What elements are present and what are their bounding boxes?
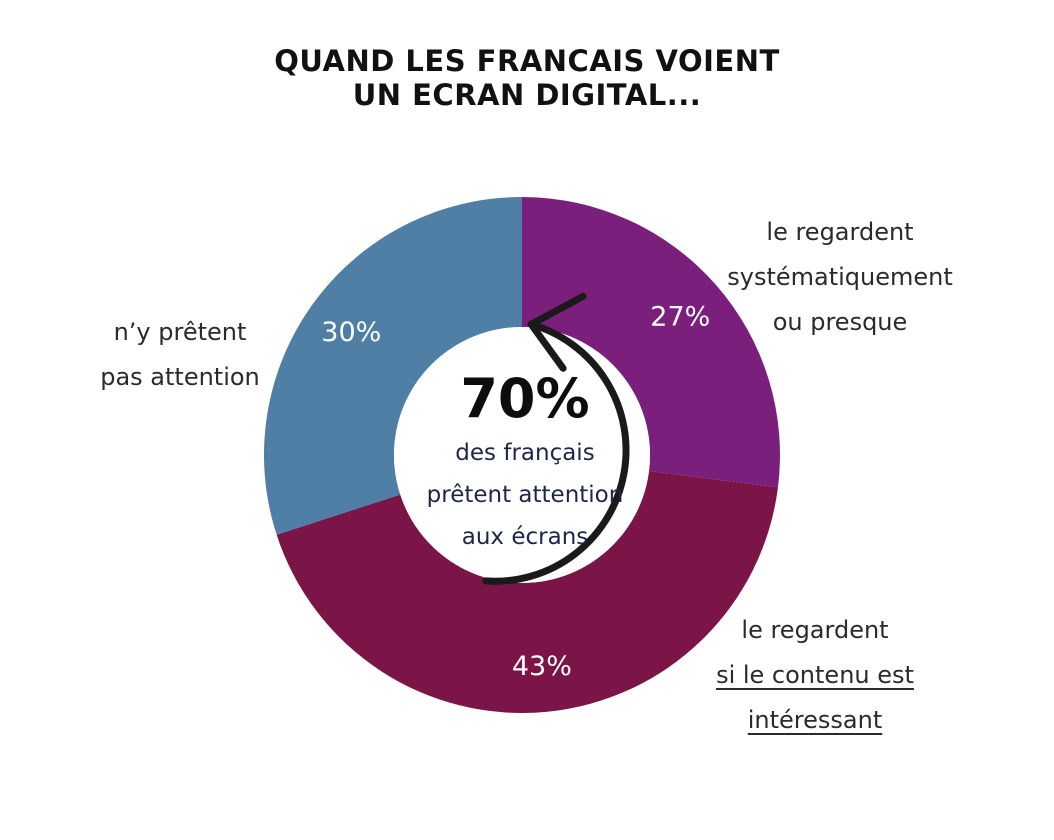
label-if-interesting-line-3: intéressant [747,706,883,734]
donut-slice-43pct [276,471,778,714]
center-line-3: aux écrans [461,524,589,550]
donut-slice-27pct [522,197,781,488]
donut-data-label-27pct: 27% [650,301,710,332]
label-no-attention-line-2: pas attention [100,363,260,391]
title-line-2: UN ECRAN DIGITAL... [352,78,702,112]
center-line-2: prêtent attention [426,482,624,508]
donut-data-label-30pct: 30% [321,317,381,348]
label-no-attention-line-1: n’y prêtent [113,318,247,346]
title-line-1: QUAND LES FRANCAIS VOIENT [274,44,780,78]
label-if-interesting-line-1: le regardent [741,616,889,644]
chart-title: QUAND LES FRANCAIS VOIENT UN ECRAN DIGIT… [0,44,1054,112]
donut-slice-30pct [263,196,522,535]
label-no-attention: n’y prêtent pas attention [60,310,300,400]
center-arrow-head [527,292,587,372]
label-if-interesting-line-2: si le contenu est [716,661,914,689]
label-systematic-line-3: ou presque [772,308,908,336]
label-systematic-line-1: le regardent [766,218,914,246]
label-systematic-line-2: systématiquement [727,263,953,291]
label-if-interesting: le regardent si le contenu est intéressa… [690,608,940,743]
donut-data-label-43pct: 43% [512,651,572,682]
label-systematic: le regardent systématiquement ou presque [705,210,975,345]
center-line-1: des français [455,440,595,466]
donut-hole [394,327,650,583]
center-arrow-arc [482,320,630,585]
center-summary: 70% des français prêtent attention aux é… [375,366,675,558]
center-value: 70% [460,367,590,430]
